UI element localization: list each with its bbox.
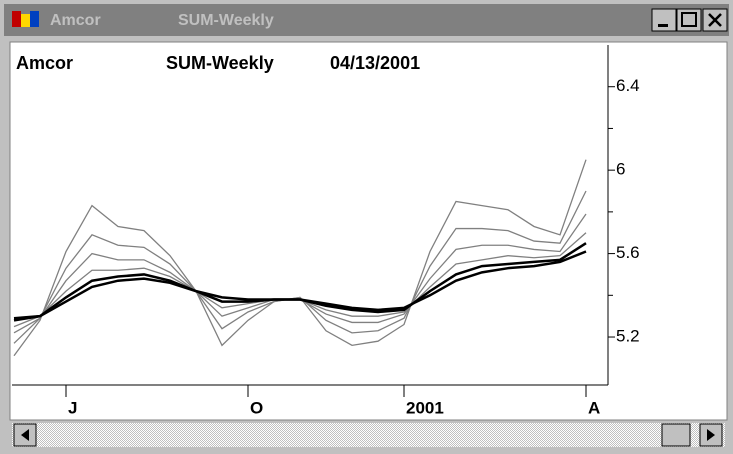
x-tick-label: A — [588, 398, 600, 417]
plot — [13, 159, 587, 357]
close-button[interactable] — [702, 8, 728, 32]
x-tick-label: J — [68, 398, 77, 417]
title-bar — [4, 4, 729, 36]
y-tick-label: 6 — [616, 160, 625, 179]
chart-title: Amcor — [16, 53, 73, 73]
x-tick-label: O — [250, 398, 263, 417]
scrollbar[interactable] — [12, 423, 725, 447]
y-tick-label: 5.6 — [616, 243, 640, 262]
y-tick-label: 6.4 — [616, 76, 640, 95]
x-tick-label: 2001 — [406, 398, 444, 417]
minimize-button[interactable] — [651, 8, 677, 32]
window-subtitle: SUM-Weekly — [178, 12, 274, 29]
window-title: Amcor — [50, 12, 101, 29]
chart-date: 04/13/2001 — [330, 53, 420, 73]
series-line — [13, 250, 587, 320]
chart-area — [9, 41, 728, 421]
y-tick-label: 5.2 — [616, 327, 640, 346]
app-icon — [12, 11, 39, 27]
maximize-button[interactable] — [676, 8, 702, 32]
series-line — [13, 190, 587, 344]
chart-subtitle: SUM-Weekly — [166, 53, 274, 73]
